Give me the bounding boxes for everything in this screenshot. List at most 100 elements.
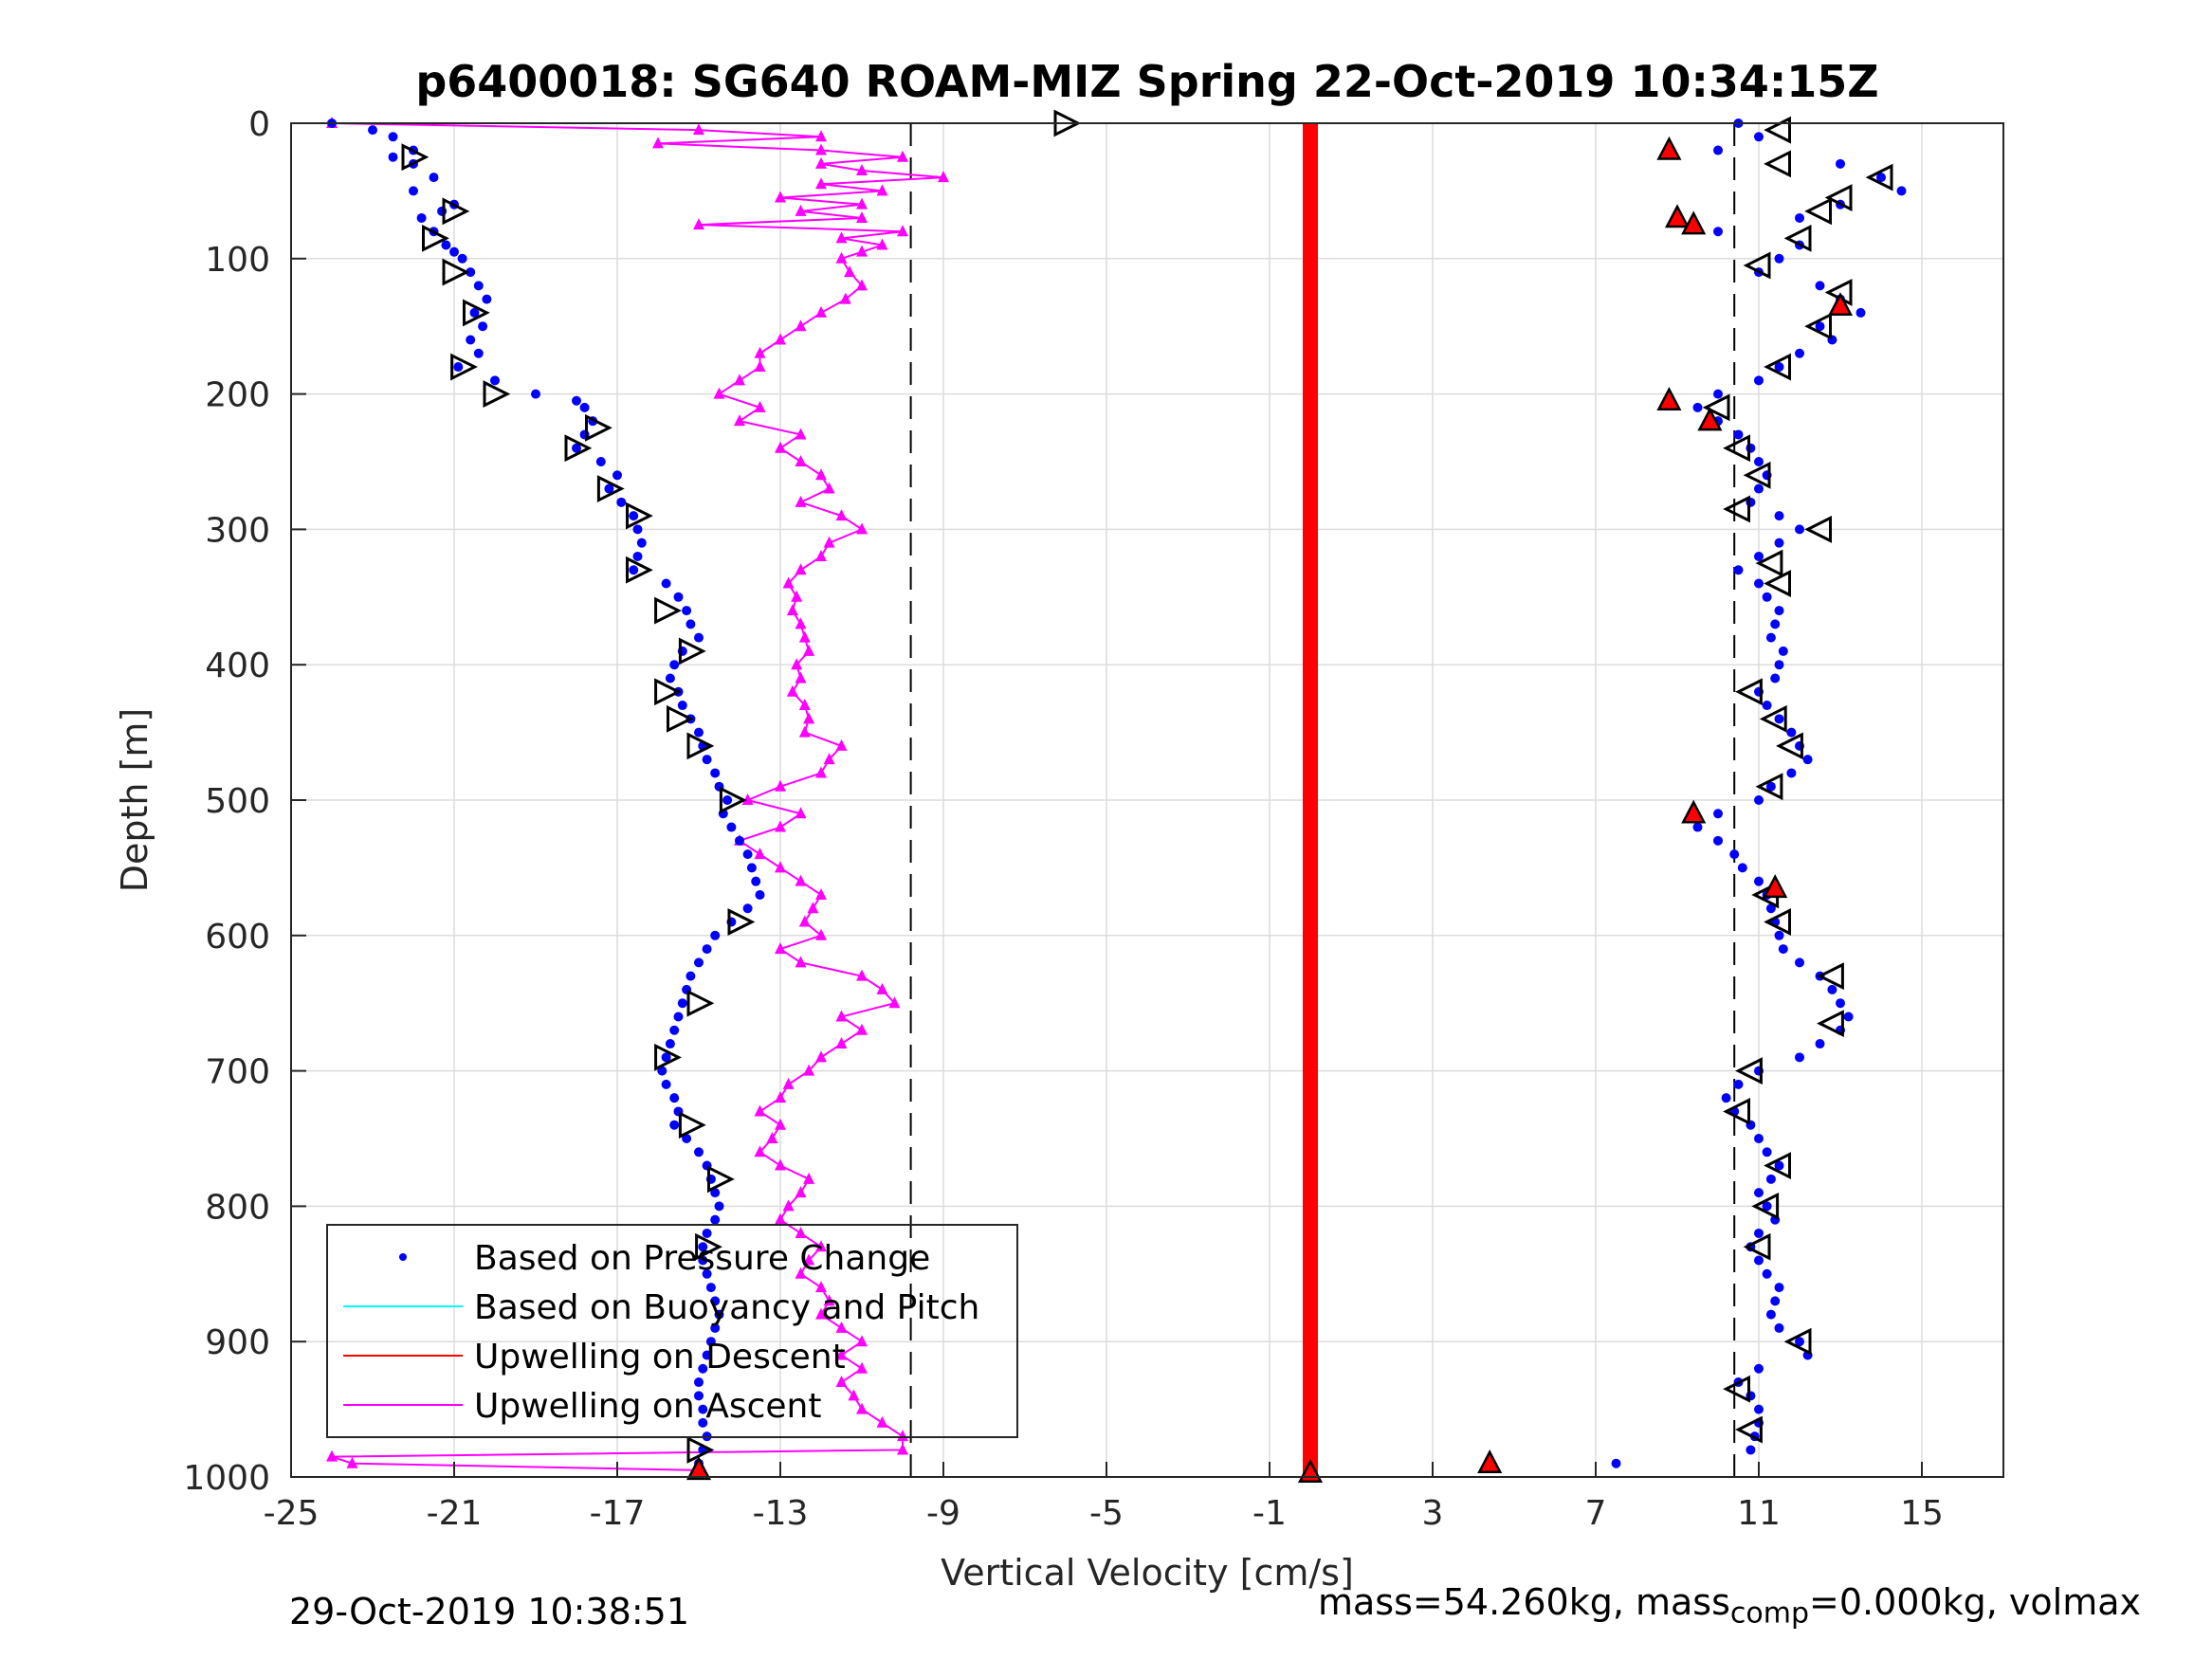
red-triangle-marker <box>1477 1449 1503 1473</box>
upwelling-ascent-point <box>786 684 798 697</box>
descent-triangle-marker <box>667 704 694 733</box>
pressure-change-point <box>572 395 581 406</box>
pressure-change-point <box>682 1134 692 1143</box>
upwelling-ascent-point <box>775 1118 786 1130</box>
upwelling-ascent-point <box>835 1321 848 1333</box>
upwelling-ascent-point <box>897 1443 908 1455</box>
descent-triangle-marker <box>564 434 593 463</box>
pressure-change-point <box>1765 632 1776 643</box>
upwelling-ascent-point <box>803 1172 815 1184</box>
pressure-change-point <box>1774 1283 1784 1293</box>
pressure-change-point <box>1795 957 1804 968</box>
pressure-change-point <box>1721 1093 1731 1103</box>
pressure-change-point <box>1774 511 1784 521</box>
y-tick-label: 600 <box>205 918 270 957</box>
pressure-change-point <box>1762 592 1772 602</box>
upwelling-ascent-point <box>803 1253 815 1266</box>
upwelling-ascent-point <box>803 1064 815 1076</box>
pressure-change-point <box>1746 1445 1756 1455</box>
ascent-triangle-marker <box>1723 1098 1750 1125</box>
descent-triangle-marker <box>442 258 470 286</box>
pressure-change-point <box>388 152 398 162</box>
descent-triangle-marker <box>727 908 756 936</box>
pressure-change-point <box>1729 849 1740 860</box>
pressure-change-point <box>669 1025 680 1035</box>
y-tick-label: 100 <box>205 241 270 280</box>
red-triangle-marker <box>1763 874 1788 899</box>
pressure-change-point <box>1876 173 1886 183</box>
upwelling-ascent-point <box>734 374 745 386</box>
upwelling-ascent-point <box>823 482 835 494</box>
x-axis-label: Vertical Velocity [cm/s] <box>941 1552 1354 1594</box>
pressure-change-point <box>612 470 622 481</box>
pressure-change-point <box>673 1012 684 1022</box>
pressure-change-point <box>1611 1458 1621 1468</box>
pressure-change-point <box>632 551 643 561</box>
y-tick-label: 400 <box>205 647 270 685</box>
pressure-change-point <box>416 212 427 223</box>
pressure-change-point <box>1795 212 1804 223</box>
ascent-triangle-marker <box>1759 704 1787 733</box>
upwelling-ascent-point <box>844 265 856 278</box>
descent-triangle-marker <box>626 501 653 530</box>
pressure-change-point <box>1733 429 1744 440</box>
pressure-change-point <box>698 1417 708 1428</box>
y-tick-label: 500 <box>205 782 270 821</box>
x-tick-label: -5 <box>1089 1494 1124 1533</box>
red-triangle-marker <box>686 1456 712 1481</box>
ascent-triangle-marker <box>1755 773 1783 801</box>
ascent-triangle-marker <box>1723 1375 1750 1403</box>
pressure-change-point <box>478 321 488 332</box>
upwelling-ascent-point <box>823 536 835 548</box>
upwelling-ascent-point <box>835 1348 848 1360</box>
pressure-change-point <box>694 632 704 643</box>
pressure-change-point <box>742 903 753 914</box>
upwelling-ascent-point <box>835 1037 848 1049</box>
ascent-triangle-marker <box>1764 570 1791 597</box>
pressure-change-point <box>1770 619 1781 629</box>
upwelling-ascent-point <box>798 725 811 738</box>
x-tick-label: -1 <box>1252 1494 1287 1533</box>
pressure-change-point <box>604 483 614 494</box>
upwelling-ascent-point <box>775 1212 786 1225</box>
upwelling-ascent-point <box>791 658 803 670</box>
upwelling-ascent-point <box>754 1145 766 1158</box>
pressure-change-point <box>388 132 398 142</box>
pressure-change-point <box>1774 1322 1784 1333</box>
descent-triangle-marker <box>678 1111 706 1139</box>
ascent-triangle-marker <box>1764 116 1791 144</box>
upwelling-ascent-point <box>815 887 827 900</box>
upwelling-ascent-point <box>876 1415 888 1428</box>
pressure-change-point <box>710 930 721 940</box>
ascent-triangle-marker <box>1735 1415 1763 1444</box>
descent-triangle-marker <box>483 380 511 409</box>
upwelling-ascent-point <box>798 915 811 927</box>
pressure-change-point <box>1754 795 1764 805</box>
pressure-change-point <box>1765 1309 1776 1320</box>
upwelling-ascent-point <box>815 549 827 561</box>
pressure-change-point <box>1843 1012 1854 1022</box>
ascent-triangle-marker <box>1783 1327 1812 1356</box>
pressure-change-point <box>702 755 712 765</box>
pressure-change-point <box>453 362 464 373</box>
pressure-change-point <box>1754 1228 1764 1238</box>
pressure-change-point <box>1795 1052 1804 1063</box>
x-tick-label: 15 <box>1900 1494 1944 1533</box>
pressure-change-point <box>1713 835 1723 846</box>
upwelling-ascent-point <box>766 1132 778 1143</box>
pressure-change-point <box>657 1066 667 1076</box>
pressure-change-point <box>1754 1363 1764 1374</box>
pressure-change-point <box>595 457 606 466</box>
pressure-change-point <box>572 443 581 453</box>
legend-box <box>326 1224 1018 1438</box>
ascent-triangle-marker <box>1743 1232 1771 1261</box>
pressure-change-point <box>1827 984 1837 994</box>
pressure-change-point <box>1774 1160 1784 1171</box>
pressure-change-point <box>1774 253 1784 264</box>
y-tick-label: 800 <box>205 1188 270 1227</box>
pressure-change-point <box>1786 768 1797 778</box>
pressure-change-point <box>629 565 639 575</box>
red-triangle-marker <box>1656 387 1682 410</box>
pressure-change-point <box>1737 863 1747 873</box>
upwelling-ascent-point <box>856 1335 868 1347</box>
